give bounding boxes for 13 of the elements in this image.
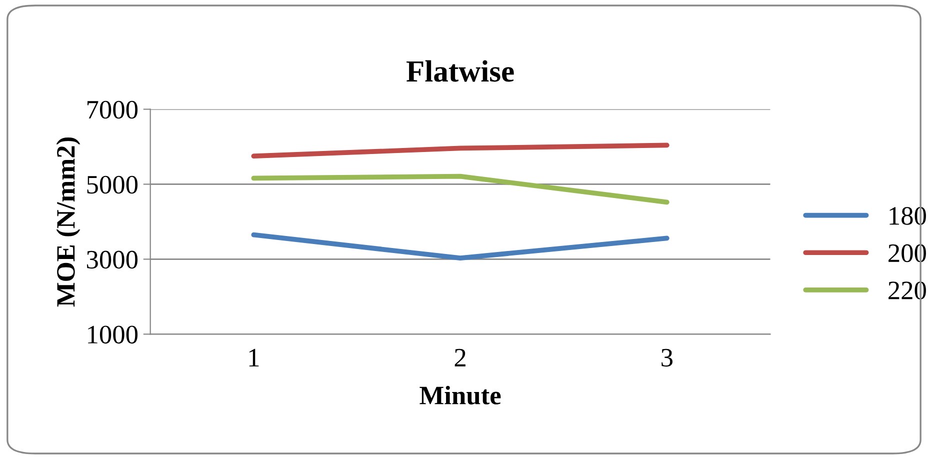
- y-tick-label: 1000: [88, 326, 138, 344]
- x-tick-label: 1: [249, 348, 259, 366]
- chart-title: Flatwise: [406, 60, 514, 82]
- y-axis-title: MOE (N/mm2): [56, 137, 80, 307]
- y-tick-label: 7000: [87, 100, 138, 119]
- x-axis-title: Minute: [420, 386, 501, 404]
- legend-label: 200: [888, 244, 926, 262]
- x-tick-label: 2: [454, 348, 466, 366]
- legend-label: 220: [888, 282, 926, 300]
- legend-label: 180: [890, 207, 926, 225]
- x-tick-label: 3: [662, 348, 672, 367]
- y-tick-label: 3000: [87, 250, 138, 269]
- y-tick-label: 5000: [87, 176, 138, 194]
